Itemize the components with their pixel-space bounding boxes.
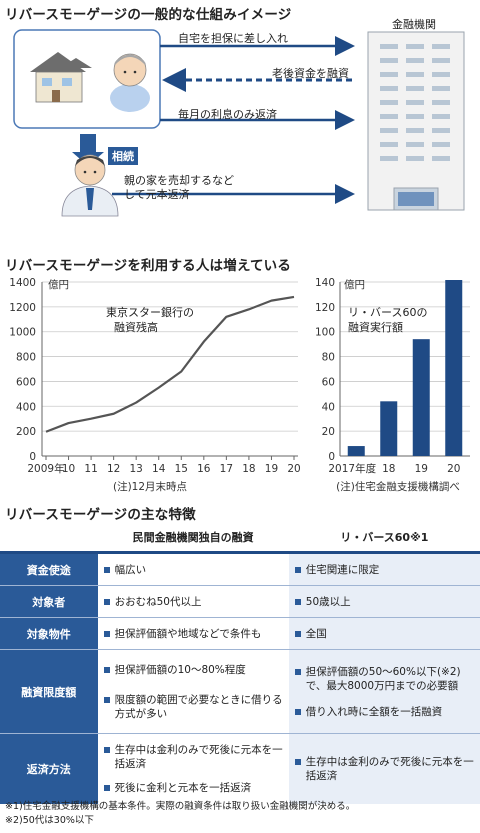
arrow-repay-label-2: して元本返済 (124, 188, 190, 201)
x-tick-label: 14 (152, 463, 166, 475)
y-tick-label: 600 (16, 376, 36, 388)
bar-chart: 0 20 40 60 80 100 120 140 億円 2017年度 18 19 20 リ・バース60の… (315, 277, 470, 493)
cell-rebirth: 50歳以上 (294, 595, 474, 609)
x-tick-label: 12 (107, 463, 120, 475)
y-tick-label: 140 (315, 277, 335, 289)
x-tick-label: 20 (447, 463, 460, 475)
inherit-label: 相続 (108, 147, 138, 165)
cell-rebirth: 住宅関連に限定 (294, 563, 474, 577)
footnote-2: ※2)50代は30%以下 (5, 815, 94, 826)
house-icon (30, 52, 92, 103)
x-tick-label: 17 (220, 463, 233, 475)
y-tick-label: 1200 (9, 302, 36, 314)
bar (412, 339, 430, 456)
row-label: 対象者 (0, 586, 98, 618)
y-tick-label: 1400 (9, 277, 36, 289)
y-tick-label: 200 (16, 426, 36, 438)
x-tick-label: 20 (287, 463, 300, 475)
cell-private: 幅広い (103, 563, 283, 577)
y-tick-label: 0 (29, 451, 36, 463)
y-tick-label: 100 (315, 327, 335, 339)
x-tick-label: 10 (62, 463, 75, 475)
annotation-line1: 東京スター銀行の (106, 305, 194, 319)
row-label: 資金使途 (0, 554, 98, 586)
arrow-interest-label: 毎月の利息のみ返済 (178, 108, 277, 121)
annotation-line2: 融資残高 (114, 320, 158, 334)
x-tick-label: 18 (242, 463, 255, 475)
y-tick-label: 0 (328, 451, 335, 463)
bar (347, 446, 365, 456)
x-tick-label: 15 (175, 463, 188, 475)
header-private: 民間金融機関独自の融資 (97, 523, 289, 554)
x-tick-label: 19 (265, 463, 278, 475)
x-tick-label: 13 (129, 463, 142, 475)
cell-rebirth: 生存中は金利のみで死後に元本を一括返済 (294, 755, 474, 783)
arrow-collateral-label: 自宅を担保に差し入れ (178, 32, 288, 45)
mechanism-diagram (13, 29, 465, 217)
bar (445, 280, 463, 456)
cell-private: 生存中は金利のみで死後に元本を一括返済 (103, 743, 283, 771)
cell-private: 担保評価額や地域などで条件も (103, 627, 283, 641)
elderly-woman-icon (110, 53, 150, 112)
cell-rebirth: 借り入れ時に全額を一括融資 (294, 705, 474, 719)
cell-private: おおむね50代以上 (103, 595, 283, 609)
arrow-loan-label: 老後資金を融資 (272, 67, 349, 80)
x-tick-label: 2009年 (27, 462, 64, 475)
x-tick-label: 11 (84, 463, 97, 475)
row-label: 対象物件 (0, 618, 98, 650)
x-tick-label: 18 (382, 463, 395, 475)
features-table: 民間金融機関独自の融資 リ・バース60※1 資金使途 幅広い 住宅関連に限定 対… (0, 523, 480, 804)
cell-rebirth: 全国 (294, 627, 474, 641)
bank-building-icon (367, 31, 465, 211)
y-unit-label: 億円 (48, 278, 69, 291)
y-tick-label: 400 (16, 401, 36, 413)
y-tick-label: 60 (322, 376, 335, 388)
chart-note: (注)住宅金融支援機構調べ (336, 480, 460, 493)
y-tick-label: 20 (322, 426, 335, 438)
y-unit-label: 億円 (344, 278, 365, 291)
row-label: 返済方法 (0, 734, 98, 804)
cell-private: 限度額の範囲で必要なときに借りる方式が多い (103, 693, 283, 721)
cell-private: 死後に金利と元本を一括返済 (103, 781, 283, 795)
annotation-line1: リ・バース60の (348, 306, 427, 319)
cell-private: 担保評価額の10～80%程度 (103, 663, 283, 677)
y-tick-label: 40 (322, 401, 335, 413)
header-empty (0, 523, 98, 554)
bar (380, 401, 398, 456)
cell-rebirth: 担保評価額の50～60%以下(※2)で、最大8000万円までの必要額 (294, 665, 474, 693)
chart-note: (注)12月末時点 (113, 480, 187, 493)
annotation-line2: 融資実行額 (348, 320, 403, 334)
charts-title: リバースモーゲージを利用する人は増えている (5, 258, 292, 274)
x-tick-label: 16 (197, 463, 211, 475)
son-icon (61, 154, 119, 217)
row-label: 融資限度額 (0, 650, 98, 734)
y-tick-label: 80 (322, 352, 335, 364)
series-line (45, 295, 295, 433)
arrow-repay-label-1: 親の家を売却するなど (124, 174, 234, 187)
y-tick-label: 800 (16, 352, 36, 364)
diagram-title: リバースモーゲージの一般的な仕組みイメージ (5, 7, 292, 23)
x-tick-label: 2017年度 (328, 462, 376, 475)
header-rebirth60: リ・バース60※1 (288, 523, 480, 554)
bank-label: 金融機関 (392, 18, 436, 31)
x-tick-label: 19 (415, 463, 428, 475)
footnote-1: ※1)住宅金融支援機構の基本条件。実際の融資条件は取り扱い金融機関が決める。 (5, 801, 356, 812)
y-tick-label: 1000 (9, 327, 36, 339)
y-tick-label: 120 (315, 302, 335, 314)
features-title: リバースモーゲージの主な特徴 (5, 507, 196, 523)
